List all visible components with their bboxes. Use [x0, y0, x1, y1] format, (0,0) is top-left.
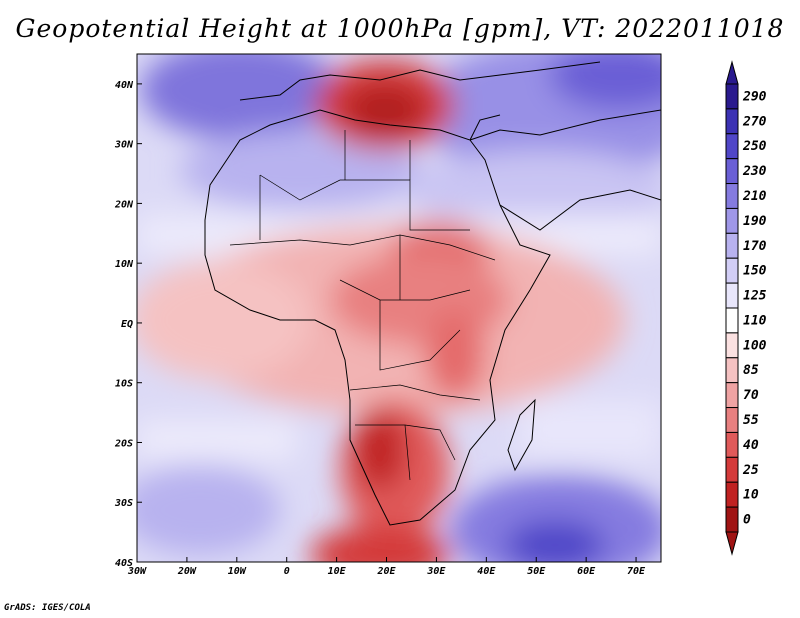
- colorbar-swatch: [725, 158, 739, 185]
- colorbar-level-label: 55: [743, 413, 759, 428]
- map-frame: [136, 53, 662, 563]
- lon-tick-label: 0: [284, 566, 290, 577]
- lon-tick-label: 20W: [177, 566, 197, 577]
- colorbar-swatch: [725, 282, 739, 309]
- lon-tick-label: 20E: [376, 566, 396, 577]
- longitude-axis: 30W 20W 10W 0 10E 20E 30E 40E 50E 60E 70E: [127, 557, 646, 577]
- colorbar-arrow-bottom: [725, 531, 739, 556]
- lat-tick-label: 30S: [114, 498, 133, 509]
- colorbar-swatch: [725, 133, 739, 160]
- colorbar-level-label: 125: [743, 289, 767, 304]
- colorbar-level-label: 25: [742, 463, 759, 478]
- lat-tick-label: 20N: [114, 199, 134, 210]
- colorbar: 2902702502302101901701501251101008570554…: [725, 60, 767, 556]
- lat-tick-label: EQ: [121, 319, 133, 330]
- lon-tick-label: 70E: [627, 566, 646, 577]
- lat-tick-label: 40S: [115, 558, 133, 569]
- colorbar-swatch: [725, 481, 739, 508]
- lat-tick-label: 40N: [115, 80, 134, 91]
- colorbar-swatch: [725, 232, 739, 259]
- colorbar-level-label: 10: [743, 488, 759, 503]
- colorbar-level-label: 190: [743, 214, 767, 229]
- lat-tick-label: 30N: [114, 140, 134, 151]
- colorbar-swatch: [725, 183, 739, 209]
- colorbar-swatch: [725, 207, 739, 234]
- colorbar-level-label: 0: [743, 513, 751, 528]
- colorbar-level-label: 85: [743, 363, 759, 378]
- lat-tick-label: 20S: [114, 438, 133, 449]
- colorbar-swatch: [725, 382, 739, 409]
- lon-tick-label: 30W: [127, 566, 147, 577]
- lon-tick-label: 60E: [577, 566, 596, 577]
- colorbar-swatch: [725, 332, 739, 359]
- geopotential-field: [137, 54, 661, 562]
- colorbar-level-label: 40: [743, 438, 759, 453]
- lat-tick-label: 10N: [115, 259, 134, 270]
- colorbar-level-label: 110: [743, 313, 767, 328]
- lon-tick-label: 40E: [477, 566, 496, 577]
- lon-tick-label: 10E: [328, 566, 347, 577]
- credit-text: GrADS: IGES/COLA: [4, 603, 91, 613]
- colorbar-swatch: [725, 108, 739, 135]
- lon-tick-label: 10W: [228, 566, 247, 577]
- colorbar-level-label: 170: [743, 239, 767, 254]
- country-borders: [229, 130, 496, 481]
- lon-tick-label: 30E: [426, 566, 446, 577]
- colorbar-swatch: [725, 357, 739, 384]
- colorbar-swatch: [725, 257, 739, 284]
- colorbar-level-label: 230: [742, 164, 767, 179]
- latitude-axis: 40S 30S 20S 10S EQ 10N 20N 30N 40N: [114, 80, 142, 569]
- colorbar-level-label: 100: [743, 338, 767, 353]
- colorbar-swatch: [725, 431, 739, 458]
- lat-tick-label: 10S: [115, 379, 133, 390]
- colorbar-level-label: 210: [742, 189, 767, 204]
- colorbar-swatch: [725, 506, 739, 533]
- colorbar-level-label: 290: [742, 89, 767, 104]
- colorbar-swatch: [725, 456, 739, 483]
- colorbar-level-label: 270: [742, 114, 767, 129]
- lon-tick-label: 50E: [527, 566, 546, 577]
- colorbar-swatch: [725, 83, 739, 110]
- colorbar-level-label: 150: [743, 264, 767, 279]
- colorbar-level-label: 70: [743, 388, 759, 403]
- colorbar-swatch: [725, 407, 739, 433]
- colorbar-swatch: [725, 307, 739, 334]
- colorbar-level-label: 250: [742, 139, 767, 154]
- colorbar-arrow-top: [725, 60, 739, 85]
- chart-title: Geopotential Height at 1000hPa [gpm], VT…: [15, 14, 785, 43]
- coastlines: [204, 61, 661, 526]
